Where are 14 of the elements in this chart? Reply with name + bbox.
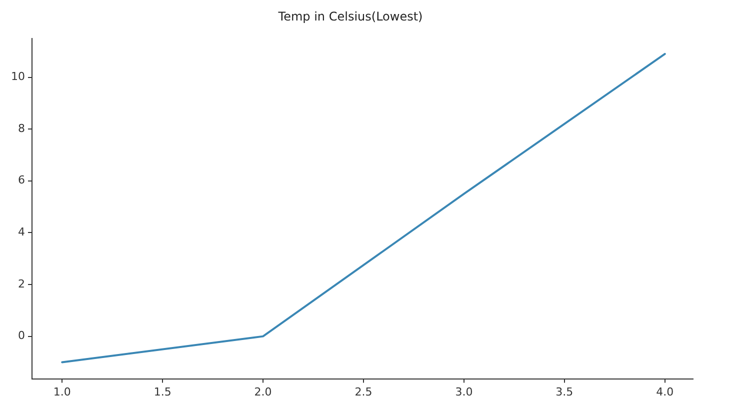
x-tick-label: 2.0: [254, 385, 272, 398]
y-tick-label: 4: [18, 226, 25, 239]
x-tick-label: 3.0: [455, 385, 473, 398]
x-tick-label: 1.0: [53, 385, 71, 398]
x-tick-label: 3.5: [556, 385, 574, 398]
y-tick-label: 0: [18, 329, 25, 342]
x-tick-label: 2.5: [354, 385, 372, 398]
x-tick-label: 4.0: [656, 385, 674, 398]
y-tick-label: 2: [18, 277, 25, 290]
y-tick-label: 10: [10, 70, 25, 84]
chart-title: Temp in Celsius(Lowest): [277, 9, 423, 24]
y-tick-label: 6: [18, 174, 25, 187]
y-tick-label: 8: [18, 122, 25, 135]
x-tick-label: 1.5: [154, 385, 172, 398]
